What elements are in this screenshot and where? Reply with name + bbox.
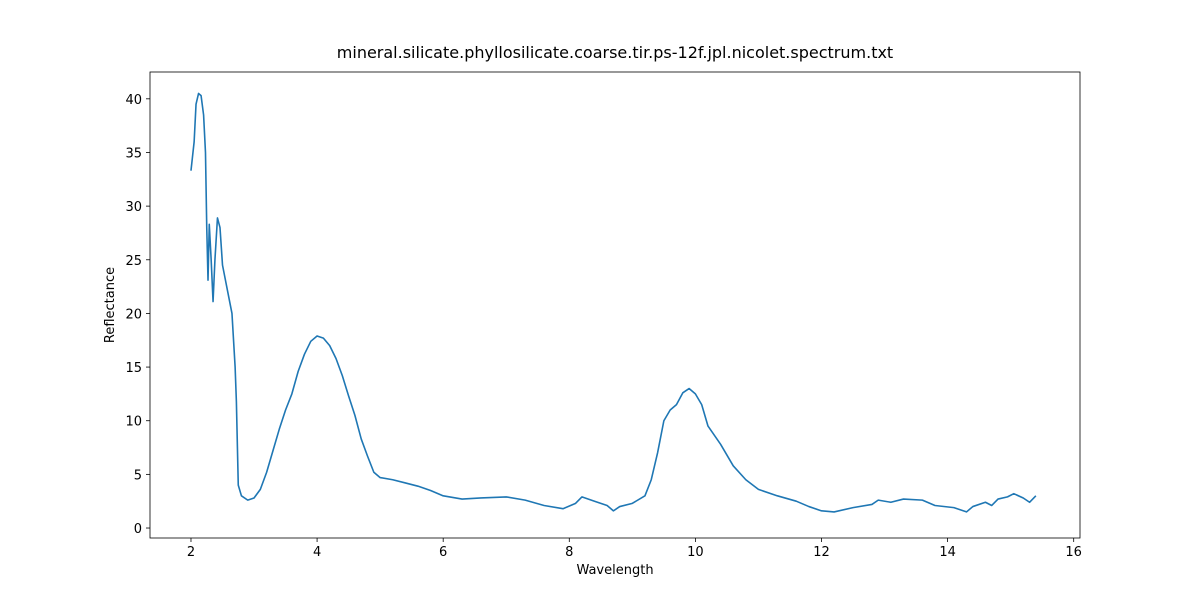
y-axis-label: Reflectance — [103, 267, 118, 343]
x-tick-label: 6 — [439, 545, 447, 560]
x-tick-label: 10 — [687, 545, 704, 560]
x-tick-label: 2 — [187, 545, 195, 560]
y-tick-label: 20 — [125, 307, 142, 322]
y-tick-label: 15 — [125, 361, 142, 376]
y-tick-label: 5 — [134, 468, 142, 483]
y-tick-label: 35 — [125, 146, 142, 161]
x-tick-label: 16 — [1065, 545, 1082, 560]
y-tick-label: 25 — [125, 254, 142, 269]
x-tick-label: 4 — [313, 545, 321, 560]
y-tick-label: 40 — [125, 93, 142, 108]
chart-title: mineral.silicate.phyllosilicate.coarse.t… — [337, 43, 893, 62]
y-tick-label: 0 — [134, 522, 142, 537]
spectrum-line — [190, 92, 1037, 513]
x-axis-label: Wavelength — [576, 563, 653, 578]
x-tick-label: 12 — [813, 545, 830, 560]
y-tick-label: 10 — [125, 415, 142, 430]
plot-frame — [149, 71, 1081, 539]
x-tick-label: 8 — [565, 545, 573, 560]
x-tick-label: 14 — [939, 545, 956, 560]
y-tick-label: 30 — [125, 200, 142, 215]
